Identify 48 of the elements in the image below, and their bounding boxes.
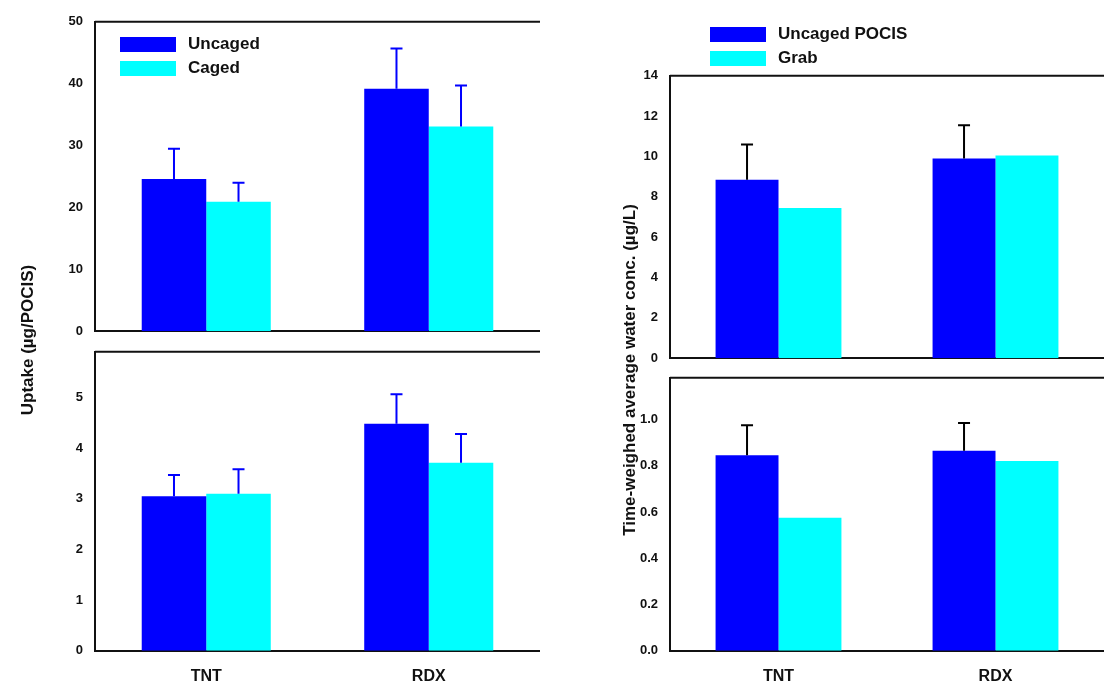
y-tick-label: 5	[75, 388, 83, 404]
y-tick-label: 6	[650, 228, 658, 244]
y-tick-label: 0.0	[639, 642, 658, 658]
bar	[995, 155, 1059, 359]
bar	[995, 461, 1059, 651]
x-tick-label: TNT	[762, 666, 795, 684]
y-tick-label: 0	[75, 322, 83, 338]
legend-label: Caged	[188, 58, 240, 78]
bar	[715, 455, 779, 651]
y-tick-label: 10	[68, 260, 83, 276]
legend-label: Uncaged POCIS	[778, 24, 908, 44]
y-tick-label: 0.2	[639, 596, 658, 612]
y-tick-label: 2	[75, 541, 83, 557]
y-tick-label: 4	[75, 439, 84, 455]
y-tick-label: 1.0	[639, 411, 658, 427]
y-tick-label: 0	[75, 642, 83, 658]
x-tick-label: RDX	[411, 666, 446, 684]
y-tick-label: 0.8	[639, 457, 658, 473]
bar	[206, 201, 271, 332]
y-tick-label: 14	[643, 67, 659, 83]
y-tick-label: 0.4	[639, 549, 659, 565]
legend-label: Uncaged	[188, 34, 260, 54]
y-axis-title: Uptake (µg/POCIS)	[18, 264, 38, 416]
bar	[428, 126, 494, 332]
x-tick-label: TNT	[190, 666, 223, 684]
bar	[778, 207, 842, 359]
y-tick-label: 50	[68, 13, 83, 29]
y-tick-label: 12	[643, 107, 658, 123]
y-tick-label: 1	[75, 591, 83, 607]
bar	[932, 158, 996, 359]
y-tick-label: 0.6	[639, 503, 658, 519]
y-tick-label: 30	[68, 137, 83, 153]
y-tick-label: 8	[650, 188, 658, 204]
bar	[778, 517, 842, 651]
y-axis-title: Time-weighed average water conc. (µg/L)	[620, 204, 640, 536]
bar	[428, 462, 494, 651]
y-tick-label: 3	[75, 490, 83, 506]
bar	[715, 179, 779, 359]
y-tick-label: 4	[650, 269, 659, 285]
y-tick-label: 2	[650, 309, 658, 325]
bar	[206, 493, 271, 651]
y-tick-label: 40	[68, 75, 83, 91]
y-tick-label: 10	[643, 148, 658, 164]
bar	[932, 450, 996, 651]
x-tick-label: RDX	[978, 666, 1013, 684]
y-tick-label: 0	[650, 349, 658, 365]
legend-label: Grab	[778, 48, 818, 68]
y-tick-label: 20	[68, 199, 83, 215]
